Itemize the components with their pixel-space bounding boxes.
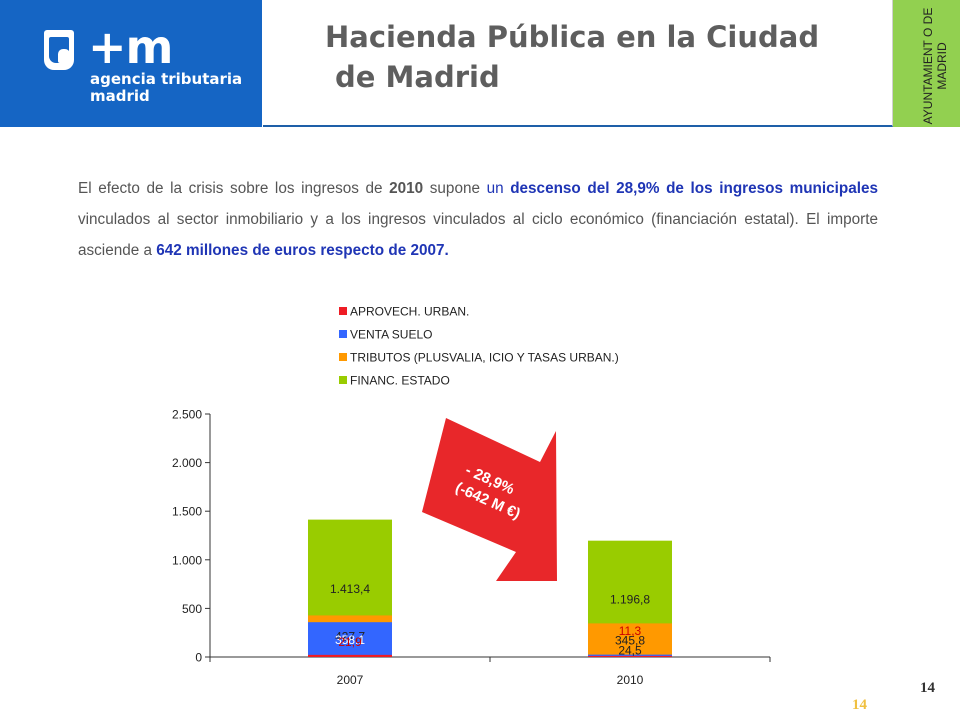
intro-text-4: vinculados al sector inmobiliario y a lo… [78, 211, 878, 259]
data-label: 1.196,8 [610, 592, 650, 606]
page-number-secondary: 14 [852, 697, 867, 713]
data-label: 345,8 [615, 634, 645, 648]
data-label: 427,7 [335, 630, 365, 644]
bar-segment [588, 654, 672, 657]
x-tick-label: 2007 [337, 673, 364, 687]
legend-label-2: TRIBUTOS (PLUSVALIA, ICIO Y TASAS URBAN.… [350, 351, 619, 365]
intro-year: 2010 [389, 180, 424, 197]
page-title-line-1: Hacienda Pública en la Ciudad [325, 20, 820, 54]
chart-legend: APROVECH. URBAN. VENTA SUELO TRIBUTOS (PLU… [339, 305, 619, 388]
bar-segment [588, 655, 672, 657]
logo-panel: +m agencia tributaria madrid [0, 0, 262, 127]
y-tick-label: 1.000 [172, 553, 202, 567]
intro-text-2: supone [423, 180, 487, 197]
y-tick-label: 2.500 [172, 408, 202, 422]
legend-label-0: APROVECH. URBAN. [350, 305, 469, 319]
legend-label-3: FINANC. ESTADO [350, 374, 450, 388]
y-tick-label: 0 [195, 651, 202, 665]
bar-segment [308, 622, 392, 657]
bar-segment [308, 615, 392, 657]
side-tab: AYUNTAMIENT O DE MADRID [893, 0, 960, 127]
title-box: Hacienda Pública en la Ciudad de Madrid [263, 0, 893, 127]
legend-swatch-0 [339, 307, 347, 315]
y-tick-label: 1.500 [172, 505, 202, 519]
chart-bars [308, 519, 672, 657]
legend-swatch-2 [339, 353, 347, 361]
x-tick-label: 2010 [617, 673, 644, 687]
legend-label-1: VENTA SUELO [350, 328, 432, 342]
madrid-crest-icon [44, 30, 74, 70]
intro-text-1: El efecto de la crisis sobre los ingreso… [78, 180, 390, 197]
brand-mark: +m [88, 20, 173, 74]
chart-axes: 0 500 1.000 1.500 2.000 2.500 2007 2010 [172, 408, 771, 687]
legend-swatch-1 [339, 330, 347, 338]
data-label: 21,9 [338, 635, 362, 649]
side-tab-label: AYUNTAMIENT O DE MADRID [921, 7, 949, 125]
bar-segment [588, 623, 672, 657]
bar-segment [308, 654, 392, 657]
intro-text-3: un [486, 180, 511, 197]
intro-highlight-decline: descenso del 28,9% de los ingresos munic… [510, 180, 879, 197]
intro-highlight-amount: 642 millones de euros respecto de 2007. [156, 242, 449, 259]
data-label: 11,3 [619, 624, 642, 638]
page-number: 14 [920, 680, 935, 696]
data-label: 358,1 [335, 633, 365, 647]
data-label: 1.413,4 [330, 582, 370, 596]
legend-swatch-3 [339, 376, 347, 384]
brand-line-2: madrid [90, 87, 150, 105]
bar-segment [308, 519, 392, 657]
callout-amount-label: (-642 M €) [453, 479, 523, 523]
bar-segment [588, 540, 672, 657]
y-tick-label: 500 [182, 602, 202, 616]
callout-percent-label: - 28,9% [463, 462, 517, 499]
decline-callout-arrow: - 28,9% (-642 M €) [422, 418, 557, 581]
data-label: 24,5 [618, 644, 642, 658]
intro-paragraph: El efecto de la crisis sobre los ingreso… [78, 173, 878, 266]
page-title-line-2: de Madrid [335, 60, 500, 94]
brand-line-1: agencia tributaria [90, 70, 243, 88]
callout-arrow-shape [422, 418, 557, 581]
y-tick-label: 2.000 [172, 456, 202, 470]
